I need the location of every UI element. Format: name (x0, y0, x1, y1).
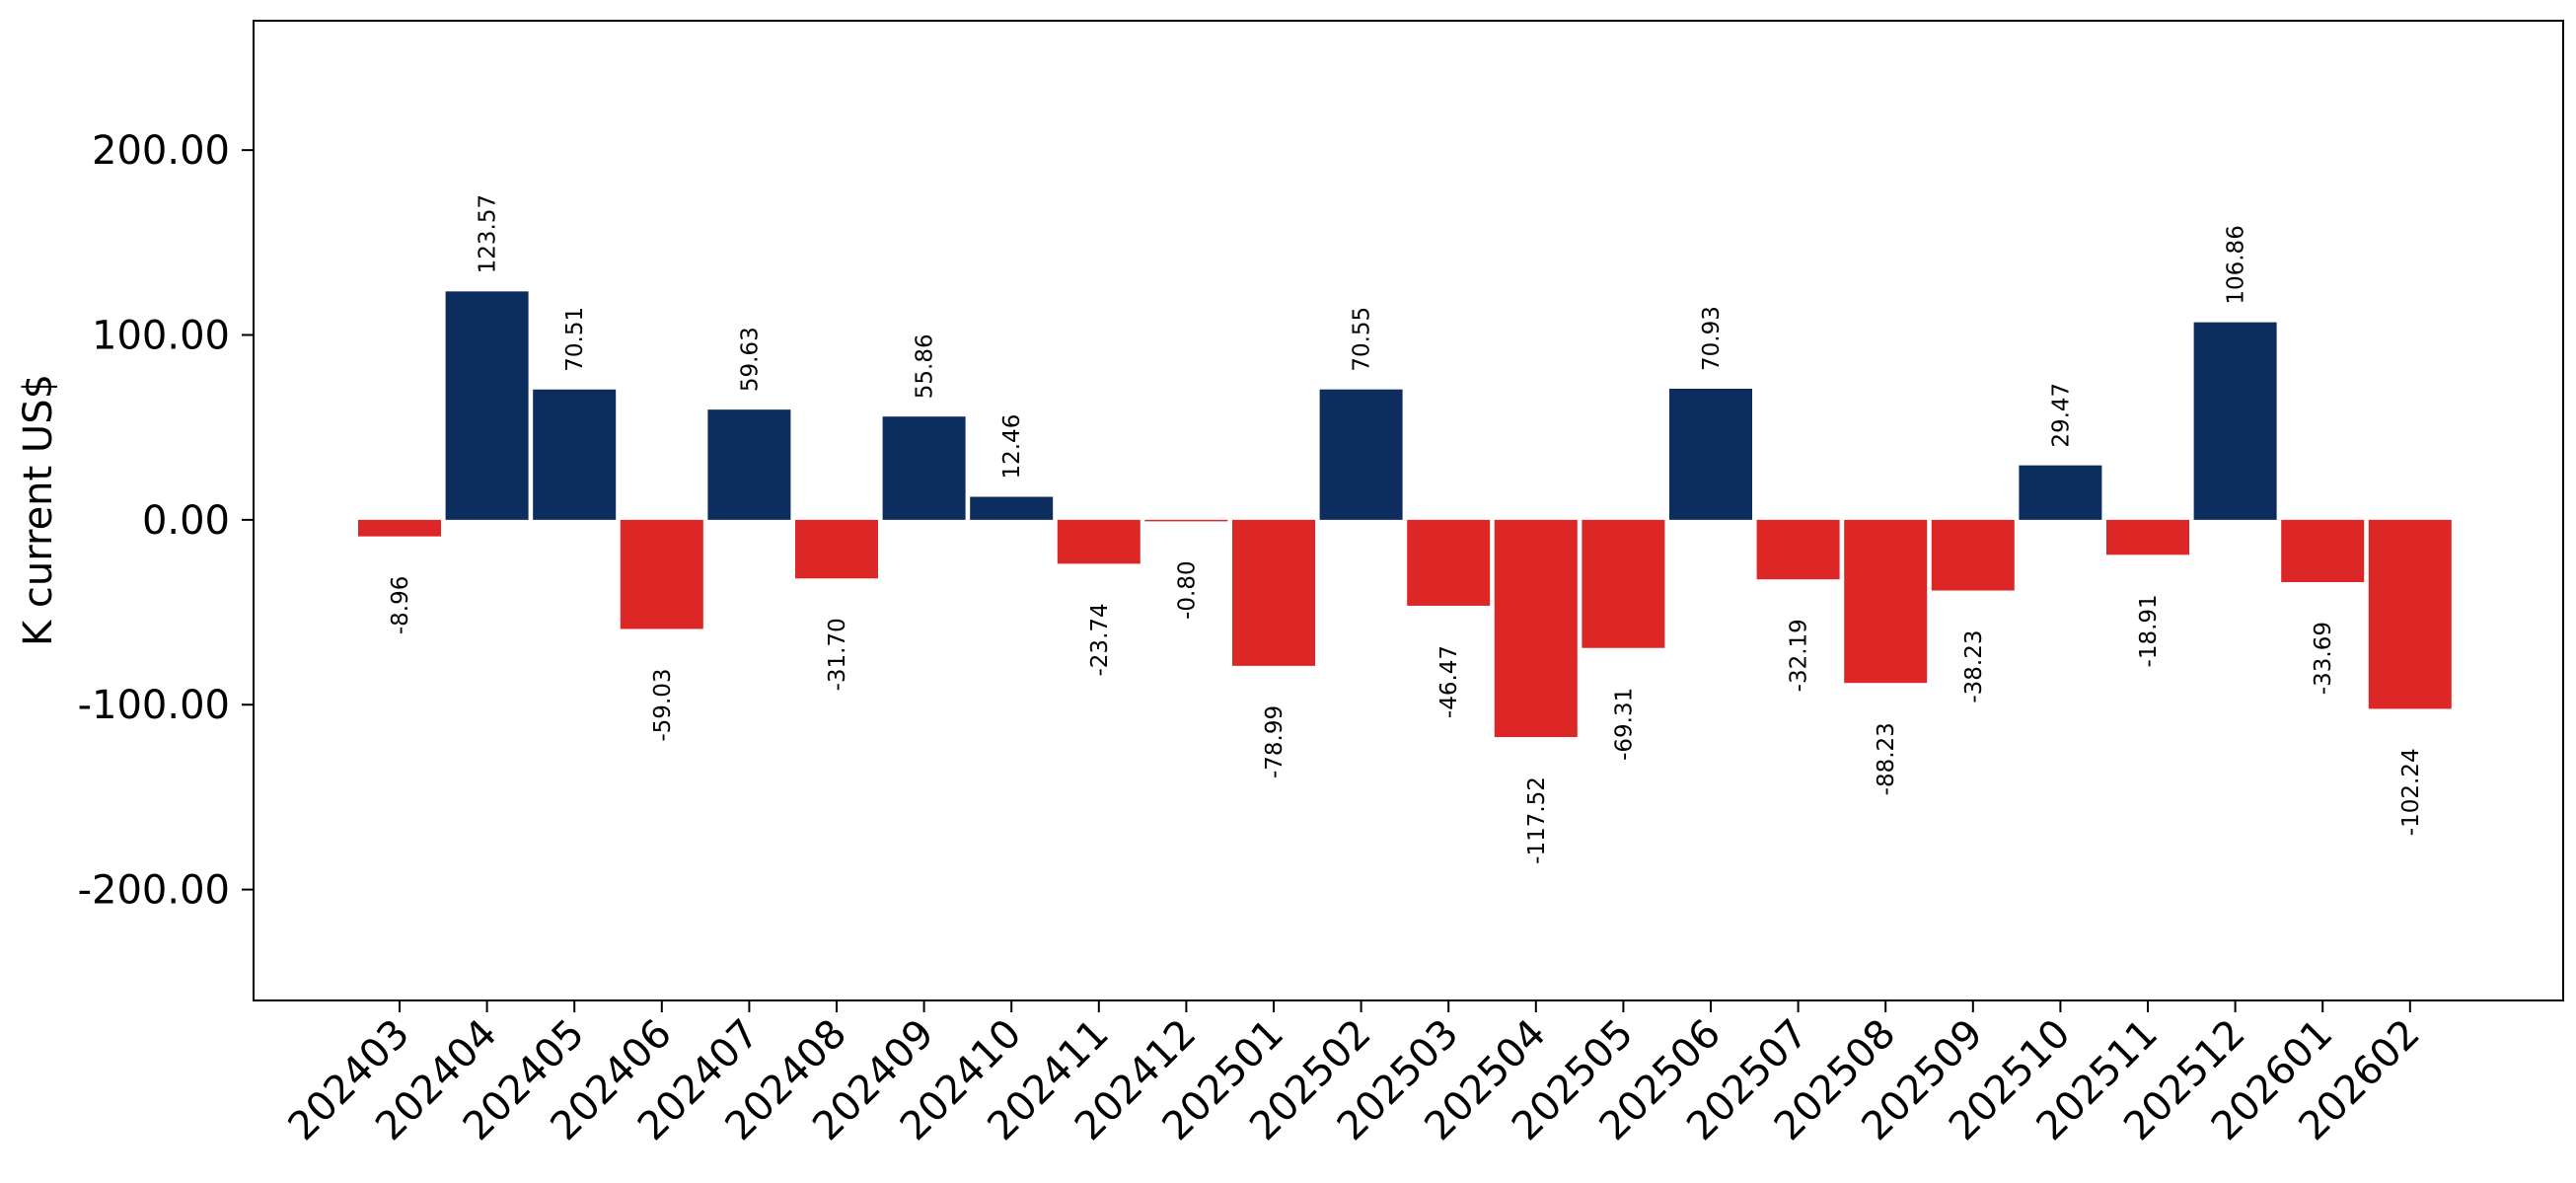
bar-202503 (1407, 519, 1491, 606)
value-label-202403: -8.96 (388, 576, 413, 635)
value-label-202505: -69.31 (1611, 688, 1637, 761)
value-label-202408: -31.70 (825, 618, 850, 691)
value-label-202602: -102.24 (2398, 748, 2424, 836)
bar-202502 (1319, 389, 1403, 520)
bar-202404 (445, 291, 529, 520)
value-label-202406: -59.03 (650, 668, 676, 741)
bar-202601 (2281, 519, 2365, 582)
value-labels-group: -8.96 123.57 70.51 -59.03 59.63 -31.70 55.86 12… (388, 194, 2424, 864)
value-label-202510: 29.47 (2048, 383, 2074, 448)
bar-202508 (1844, 519, 1928, 684)
bar-202409 (882, 416, 966, 520)
x-axis: 2024032024042024052024062024072024082024… (280, 1000, 2429, 1149)
bar-202602 (2368, 519, 2452, 709)
value-label-202404: 123.57 (476, 194, 501, 273)
y-tick-label: 0.00 (142, 498, 230, 544)
y-axis-label: K current US$ (16, 374, 61, 646)
value-label-202509: -38.23 (1961, 629, 1987, 702)
y-tick-label: 200.00 (92, 128, 230, 174)
value-label-202506: 70.93 (1699, 306, 1725, 371)
bar-202504 (1494, 519, 1578, 738)
bar-202501 (1232, 519, 1315, 666)
y-tick-label: 100.00 (92, 314, 230, 359)
bar-202511 (2106, 519, 2189, 555)
y-tick-label: -200.00 (78, 868, 230, 914)
bar-202407 (707, 409, 791, 520)
value-label-202502: 70.55 (1350, 307, 1375, 372)
value-label-202411: -23.74 (1087, 603, 1113, 676)
value-label-202512: 106.86 (2224, 225, 2249, 304)
value-label-202407: 59.63 (737, 327, 763, 392)
bar-202408 (795, 519, 878, 579)
value-label-202412: -0.80 (1174, 560, 1200, 620)
bar-202505 (1582, 519, 1665, 648)
bar-202411 (1057, 519, 1141, 564)
bars-group (358, 291, 2452, 738)
bar-202507 (1756, 519, 1840, 580)
bar-202403 (358, 519, 441, 537)
value-label-202501: -78.99 (1262, 705, 1288, 778)
value-label-202508: -88.23 (1874, 722, 1899, 795)
bar-202410 (970, 496, 1054, 520)
bar-202412 (1144, 519, 1228, 522)
value-label-202504: -117.52 (1524, 776, 1550, 864)
value-label-202507: -32.19 (1787, 619, 1812, 692)
value-label-202601: -33.69 (2311, 622, 2336, 695)
value-label-202511: -18.91 (2136, 594, 2162, 667)
bar-202510 (2019, 465, 2102, 520)
bar-202506 (1669, 388, 1752, 520)
plot-frame (253, 20, 2564, 1001)
value-label-202503: -46.47 (1436, 645, 1462, 718)
value-label-202410: 12.46 (999, 414, 1025, 480)
bar-202509 (1931, 519, 2015, 591)
value-label-202405: 70.51 (562, 307, 588, 372)
value-label-202409: 55.86 (913, 333, 938, 399)
y-tick-label: -100.00 (78, 683, 230, 728)
bar-202406 (620, 519, 703, 629)
bar-202512 (2193, 322, 2277, 520)
bar-202405 (533, 389, 617, 520)
y-axis: -200.00 -100.00 0.00 100.00 200.00 (78, 128, 254, 914)
